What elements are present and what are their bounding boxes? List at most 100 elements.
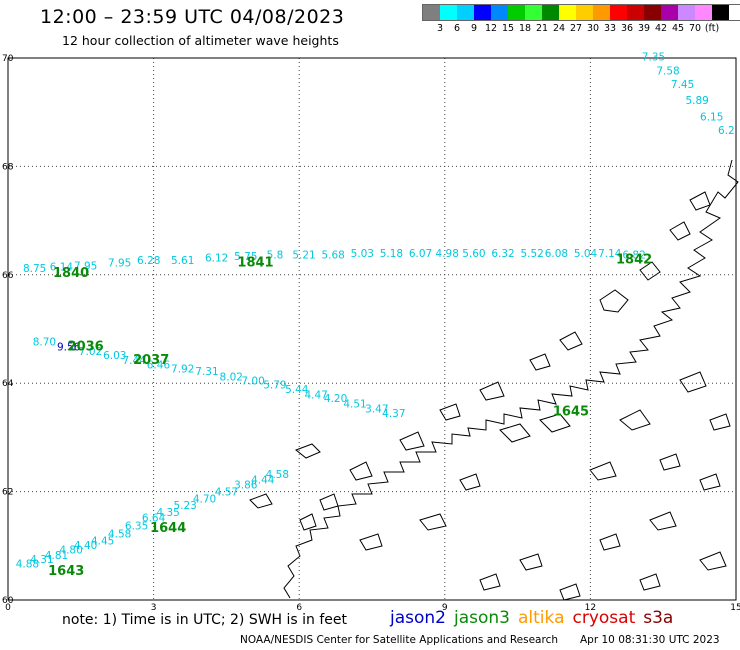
legend-swatch bbox=[610, 5, 627, 20]
wave-height-value: 4.70 bbox=[193, 493, 216, 505]
x-tick-label: 3 bbox=[151, 603, 157, 613]
wave-height-value: 4.45 bbox=[91, 536, 114, 548]
legend-swatch bbox=[508, 5, 525, 20]
wave-height-value: 5.03 bbox=[351, 248, 374, 260]
wave-height-value: 4.47 bbox=[304, 389, 327, 401]
wave-height-value: 4.37 bbox=[382, 408, 405, 420]
wave-height-value: 4.58 bbox=[266, 469, 289, 481]
wave-height-value: 4.40 bbox=[74, 540, 97, 552]
legend-swatch bbox=[695, 5, 712, 20]
wave-height-value: 6.07 bbox=[409, 248, 432, 260]
x-tick-label: 15 bbox=[730, 603, 740, 613]
legend-label: 27 bbox=[569, 23, 583, 34]
legend-swatch bbox=[627, 5, 644, 20]
wave-height-value: 7.02 bbox=[79, 346, 102, 358]
legend-label: 9 bbox=[470, 23, 478, 34]
x-tick-label: 9 bbox=[442, 603, 448, 613]
page-subtitle: 12 hour collection of altimeter wave hei… bbox=[62, 33, 339, 48]
legend-label: 18 bbox=[518, 23, 532, 34]
wave-height-value: 4.31 bbox=[30, 554, 53, 566]
pass-time-label: 1644 bbox=[150, 521, 186, 536]
legend-swatch bbox=[457, 5, 474, 20]
legend-swatch bbox=[712, 5, 729, 20]
legend-color-bar bbox=[422, 4, 740, 21]
wave-height-value: 4.20 bbox=[324, 393, 347, 405]
wave-height-value: 5.60 bbox=[462, 248, 485, 260]
pass-time-label: 1643 bbox=[48, 564, 84, 579]
credit-text: NOAA/NESDIS Center for Satellite Applica… bbox=[240, 634, 558, 646]
wave-height-value: 4.58 bbox=[108, 529, 131, 541]
legend-swatch bbox=[576, 5, 593, 20]
wave-height-value: 6.32 bbox=[491, 248, 514, 260]
wave-height-value: 7.95 bbox=[108, 258, 131, 270]
color-legend: 3 6 9 12 15 18 21 24 27 30 33 36 39 42 45 70 (ft) bbox=[422, 4, 740, 35]
y-tick-label: 64 bbox=[2, 379, 14, 389]
legend-swatch bbox=[542, 5, 559, 20]
wave-height-value: 4.88 bbox=[16, 558, 39, 570]
legend-swatch bbox=[593, 5, 610, 20]
legend-label: 15 bbox=[501, 23, 515, 34]
legend-label: 6 bbox=[453, 23, 461, 34]
wave-height-value: 5.21 bbox=[292, 250, 315, 262]
wave-height-value: 4.98 bbox=[436, 248, 459, 260]
coastline bbox=[249, 159, 739, 601]
wave-height-value: 5.79 bbox=[263, 380, 286, 392]
wave-height-value: 9.56 bbox=[57, 342, 81, 354]
wave-height-value: 6.12 bbox=[205, 252, 228, 264]
wave-height-value: 6.46 bbox=[147, 360, 171, 372]
legend-swatch bbox=[559, 5, 576, 20]
y-tick-label: 68 bbox=[2, 162, 14, 172]
legend-label: 33 bbox=[603, 23, 617, 34]
pass-time-label: 1840 bbox=[53, 266, 89, 281]
map-frame bbox=[7, 57, 737, 601]
legend-label: 70 bbox=[688, 23, 702, 34]
legend-labels: 3 6 9 12 15 18 21 24 27 30 33 36 39 42 45 70 (ft) bbox=[422, 21, 740, 35]
y-tick-label: 60 bbox=[2, 596, 14, 606]
legend-swatch bbox=[525, 5, 542, 20]
note-text: note: 1) Time is in UTC; 2) SWH is in fe… bbox=[62, 612, 348, 628]
wave-height-value: 5.04 bbox=[574, 248, 598, 260]
wave-height-value: 7.31 bbox=[195, 366, 218, 378]
x-tick-label: 12 bbox=[585, 603, 596, 613]
wave-height-value: 5.61 bbox=[171, 255, 194, 267]
axis-ticks: 0 3 6 9 12 15 70 68 66 64 62 60 bbox=[2, 54, 740, 613]
legend-label: (ft) bbox=[704, 23, 720, 34]
wave-height-value: 6.64 bbox=[142, 512, 166, 524]
page-title: 12:00 – 23:59 UTC 04/08/2023 bbox=[40, 6, 345, 28]
legend-swatch bbox=[440, 5, 457, 20]
pass-time-label: 2037 bbox=[133, 353, 169, 368]
satellite-name-altika: altika bbox=[518, 608, 565, 628]
legend-swatch bbox=[423, 5, 440, 20]
wave-height-value: 8.02 bbox=[220, 371, 243, 383]
wave-height-value: 6.28 bbox=[137, 255, 160, 267]
wave-height-value: 4.81 bbox=[45, 550, 68, 562]
wave-height-labels: 7.357.587.455.896.156.28.75 6.14 7.95 7.95 6… bbox=[16, 52, 735, 579]
legend-swatch bbox=[491, 5, 508, 20]
wave-height-value: 7.45 bbox=[671, 79, 694, 91]
wave-height-value: 7.14 bbox=[598, 248, 622, 260]
satellite-name-cryosat: cryosat bbox=[572, 608, 636, 628]
legend-label: 21 bbox=[535, 23, 549, 34]
legend-label: 30 bbox=[586, 23, 600, 34]
legend-label: 39 bbox=[637, 23, 651, 34]
wave-height-value: 6.03 bbox=[103, 350, 126, 362]
x-tick-label: 0 bbox=[5, 603, 11, 613]
wave-height-value: 5.68 bbox=[321, 250, 344, 262]
satellite-name-s3a: s3a bbox=[643, 608, 674, 628]
legend-label: 42 bbox=[654, 23, 668, 34]
pass-time-label: 2036 bbox=[68, 339, 104, 354]
wave-height-value: 3.86 bbox=[234, 479, 258, 491]
wave-height-value: 7.92 bbox=[171, 363, 194, 375]
pass-time-label: 1842 bbox=[616, 253, 652, 268]
wave-height-value: 6.82 bbox=[622, 250, 645, 262]
legend-swatch bbox=[661, 5, 678, 20]
y-tick-label: 62 bbox=[2, 488, 13, 498]
legend-label: 45 bbox=[671, 23, 685, 34]
wave-height-value: 8.75 bbox=[23, 263, 46, 275]
wave-height-value: 7.44 bbox=[122, 355, 146, 367]
wave-height-value: 5.75 bbox=[234, 251, 257, 263]
wave-height-value: 6.35 bbox=[125, 521, 148, 533]
wave-height-value: 6.14 bbox=[50, 261, 74, 273]
x-tick-label: 6 bbox=[296, 603, 302, 613]
